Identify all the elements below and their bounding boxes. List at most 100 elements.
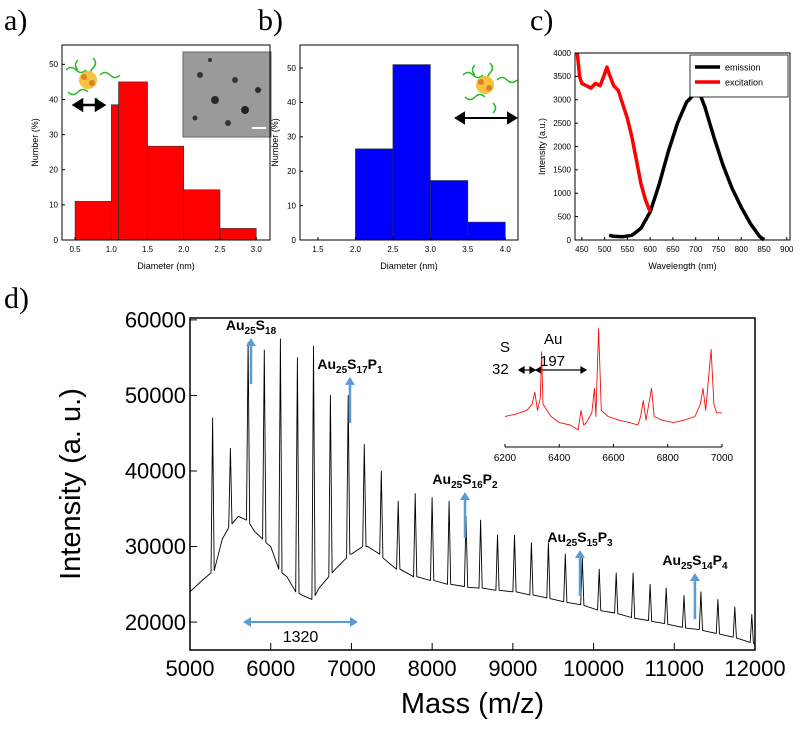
y-tick-label: 50000: [125, 383, 186, 408]
panel-label: c): [530, 4, 553, 37]
annotation-part: Au: [432, 471, 451, 487]
inset-note: Au: [544, 331, 562, 348]
panel-label: d): [4, 282, 29, 315]
bar: [355, 148, 394, 241]
bar: [430, 180, 469, 241]
y-tick-label: 2500: [553, 119, 571, 128]
data-line: [608, 90, 766, 242]
annotation-part: 25: [681, 561, 693, 572]
y-tick-label: 500: [558, 212, 572, 221]
cluster-icon: [65, 57, 121, 109]
y-axis-label: Number (%): [270, 118, 280, 167]
plot-frame: [61, 44, 271, 241]
annotation-part: P: [483, 471, 492, 487]
y-tick-label: 4000: [553, 49, 571, 58]
y-tick-label: 3000: [553, 96, 571, 105]
annotation-arrowhead: [459, 491, 470, 500]
annotation-part: 1: [377, 365, 383, 376]
y-tick-label: 1500: [553, 166, 571, 175]
annotation-part: S: [347, 356, 356, 372]
x-tick-label: 550: [621, 245, 635, 254]
y-tick-label: 30: [49, 130, 58, 139]
annotation-part: P: [713, 552, 722, 568]
annotation-part: 25: [451, 480, 463, 491]
annotation-part: Au: [547, 529, 566, 545]
annotation-label: Au25S14P4: [662, 552, 728, 572]
x-tick-label: 800: [735, 245, 749, 254]
x-tick-label: 3.0: [251, 245, 263, 254]
y-tick-label: 20000: [125, 610, 186, 635]
inset-note: 197: [540, 353, 565, 370]
y-tick-label: 20: [49, 166, 58, 175]
annotation-arrowhead: [575, 549, 586, 558]
annotation-part: Au: [662, 552, 681, 568]
annotation-part: 25: [336, 365, 348, 376]
x-tick-label: 1.5: [312, 245, 324, 254]
y-tick-label: 30: [287, 133, 296, 142]
x-tick-label: 4.0: [500, 245, 512, 254]
x-tick-label: 10000: [563, 656, 624, 681]
annotation-part: 2: [492, 480, 498, 491]
annotation-part: S: [577, 529, 586, 545]
x-tick-label: 1.0: [106, 245, 118, 254]
annotation-part: S: [256, 317, 265, 333]
y-tick-label: 50: [287, 64, 296, 73]
plot-frame: [189, 317, 756, 651]
x-tick-label: 3.0: [425, 245, 437, 254]
x-axis-label: Wavelength (nm): [648, 261, 716, 271]
annotation-arrowhead: [689, 573, 700, 582]
x-tick-label: 600: [643, 245, 657, 254]
y-tick-label: 30000: [125, 534, 186, 559]
y-axis-label: Intensity (a.u.): [537, 118, 547, 175]
annotation-part: S: [692, 552, 701, 568]
x-tick-label: 7000: [711, 453, 734, 464]
x-tick-label: 650: [666, 245, 680, 254]
annotation-part: 18: [265, 326, 277, 337]
cluster-icon: [462, 62, 518, 114]
annotation-part: 14: [702, 561, 714, 572]
x-tick-label: 6400: [548, 453, 571, 464]
x-tick-label: 5000: [166, 656, 215, 681]
annotation-label: Au25S17P1: [317, 356, 383, 376]
x-tick-label: 1.5: [142, 245, 154, 254]
annotation-part: 15: [587, 538, 599, 549]
annotation-part: 25: [566, 538, 578, 549]
bar: [147, 145, 185, 241]
x-tick-label: 6800: [657, 453, 680, 464]
x-tick-label: 7000: [327, 656, 376, 681]
legend-label: emission: [725, 63, 761, 73]
x-tick-label: 850: [757, 245, 771, 254]
bar: [118, 81, 148, 241]
tem-image: [182, 51, 272, 138]
data-line: [504, 328, 722, 431]
annotation-label: Au25S15P3: [547, 529, 613, 549]
annotation-arrowhead: [344, 376, 355, 385]
annotation-label: Au25S18: [226, 317, 277, 337]
x-tick-label: 2.5: [387, 245, 399, 254]
x-tick-label: 12000: [724, 656, 785, 681]
size-arrow: [454, 111, 518, 125]
y-tick-label: 20: [287, 167, 296, 176]
y-tick-label: 0: [567, 236, 572, 245]
x-tick-label: 0.5: [69, 245, 81, 254]
inset-note: S: [500, 339, 510, 356]
x-tick-label: 9000: [488, 656, 537, 681]
bar: [392, 64, 431, 241]
x-axis-label: Mass (m/z): [401, 688, 544, 720]
x-tick-label: 2.0: [178, 245, 190, 254]
x-tick-label: 700: [689, 245, 703, 254]
annotation-part: Au: [317, 356, 336, 372]
x-tick-label: 6600: [602, 453, 625, 464]
annotation-part: 25: [245, 326, 257, 337]
x-axis-label: Diameter (nm): [380, 261, 438, 271]
inset-note: 32: [492, 361, 509, 378]
x-tick-label: 900: [780, 245, 794, 254]
x-tick-label: 450: [575, 245, 589, 254]
bar: [74, 201, 112, 241]
y-tick-label: 50: [49, 60, 58, 69]
annotation-label: Au25S16P2: [432, 471, 498, 491]
bar: [110, 104, 119, 241]
annotation-part: 16: [472, 480, 484, 491]
x-tick-label: 3.5: [462, 245, 474, 254]
y-tick-label: 10: [287, 201, 296, 210]
